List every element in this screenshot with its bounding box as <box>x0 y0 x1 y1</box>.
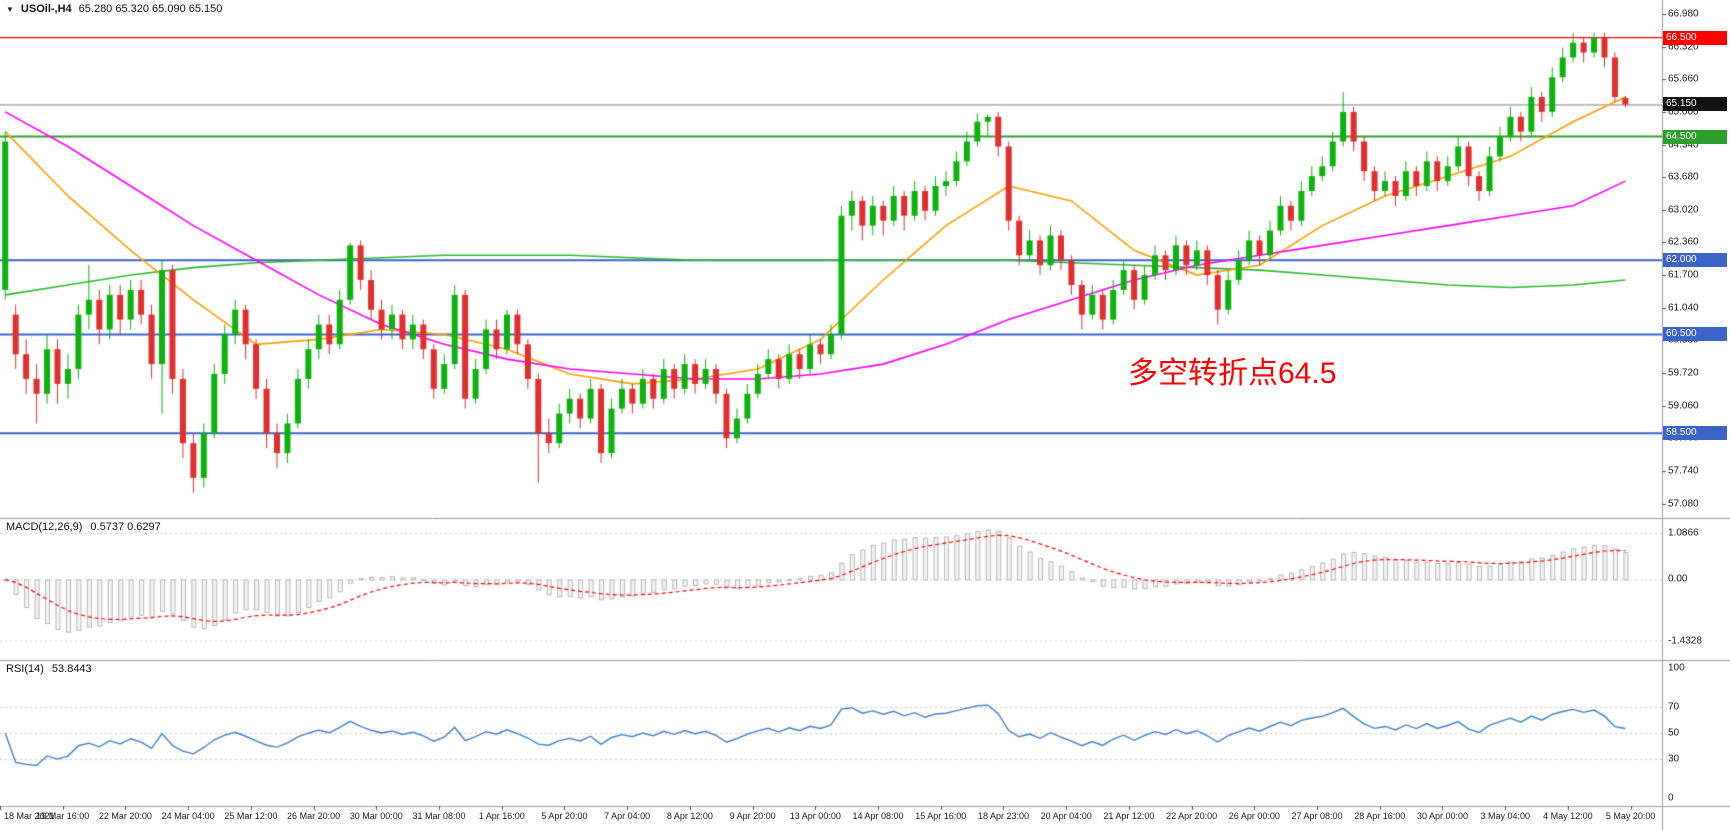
macd-axis-label: 0.00 <box>1668 573 1688 585</box>
price-axis-label: 64.340 <box>1668 139 1699 150</box>
level-price-badge[interactable]: 62.000 <box>1663 253 1727 268</box>
price-axis-label: 65.660 <box>1668 73 1699 85</box>
price-axis-label: 66.320 <box>1668 41 1699 53</box>
time-axis-label: 14 Apr 08:00 <box>852 811 904 821</box>
macd-name: MACD(12,26,9) <box>6 521 83 533</box>
level-price-badge[interactable]: 58.500 <box>1663 426 1727 441</box>
time-axis-label: 30 Mar 00:00 <box>349 811 403 821</box>
time-axis-label: 22 Apr 20:00 <box>1166 811 1218 821</box>
annotation-text[interactable]: 多空转折点64.5 <box>1128 357 1337 390</box>
time-axis-label: 26 Mar 20:00 <box>287 811 341 821</box>
time-axis-label: 13 Apr 00:00 <box>789 811 841 821</box>
time-axis-label: 30 Apr 00:00 <box>1416 811 1469 821</box>
symbol-title: USOil-,H4 <box>20 3 72 15</box>
price-axis-label: 59.060 <box>1668 400 1699 412</box>
time-axis-label: 22 Mar 20:00 <box>98 811 152 821</box>
level-price-badge[interactable]: 60.500 <box>1663 327 1727 342</box>
time-axis-label: 18 Apr 23:00 <box>977 811 1029 821</box>
time-axis-label: 5 May 20:00 <box>1605 811 1656 821</box>
time-axis-label: 1 Apr 16:00 <box>478 811 525 821</box>
rsi-name: RSI(14) <box>6 663 44 675</box>
price-axis-label: 66.980 <box>1668 8 1699 20</box>
current-price-badge: 65.150 <box>1663 97 1727 112</box>
level-price-badge[interactable]: 64.500 <box>1663 129 1727 144</box>
macd-axis-label: 1.0866 <box>1668 527 1699 539</box>
price-axis-label: 61.040 <box>1668 302 1699 314</box>
time-axis-label: 3 May 04:00 <box>1480 811 1530 821</box>
macd-values: 0.5737 0.6297 <box>90 521 161 533</box>
time-axis-label: 31 Mar 08:00 <box>412 811 466 821</box>
rsi-axis-label: 30 <box>1668 753 1680 765</box>
time-axis-label: 25 Mar 12:00 <box>224 811 278 821</box>
time-axis-label: 28 Apr 16:00 <box>1354 811 1406 821</box>
time-axis-label: 24 Mar 04:00 <box>161 811 215 821</box>
time-axis-label: 21 Apr 12:00 <box>1103 811 1155 821</box>
price-axis-label: 63.020 <box>1668 204 1699 216</box>
time-axis-label: 4 May 12:00 <box>1543 811 1593 821</box>
level-price-badge[interactable]: 66.500 <box>1663 30 1727 45</box>
price-axis-label: 59.720 <box>1668 367 1699 379</box>
rsi-indicator-label: RSI(14) 53.8443 <box>6 663 92 675</box>
time-axis-label: 27 Apr 08:00 <box>1291 811 1343 821</box>
symbol-dropdown-icon[interactable]: ▼ <box>6 4 14 14</box>
chart-header: ▼ USOil-,H4 65.280 65.320 65.090 65.150 <box>6 3 222 15</box>
rsi-axis-label: 100 <box>1668 662 1685 674</box>
time-axis-label: 5 Apr 20:00 <box>541 811 588 821</box>
price-axis-label: 57.080 <box>1668 498 1699 510</box>
macd-indicator-label: MACD(12,26,9) 0.5737 0.6297 <box>6 521 161 533</box>
time-axis-label: 19 Mar 16:00 <box>36 811 90 821</box>
rsi-axis-label: 50 <box>1668 727 1680 739</box>
time-axis-label: 26 Apr 00:00 <box>1228 811 1280 821</box>
price-axis-label: 57.740 <box>1668 465 1699 477</box>
time-axis-label: 15 Apr 16:00 <box>915 811 967 821</box>
price-axis-label: 63.680 <box>1668 171 1699 183</box>
price-axis-label: 61.700 <box>1668 269 1699 281</box>
price-axis-label: 65.000 <box>1668 106 1699 118</box>
time-axis-label: 9 Apr 20:00 <box>729 811 776 821</box>
rsi-axis-label: 0 <box>1668 792 1674 804</box>
time-axis-label: 20 Apr 04:00 <box>1040 811 1092 821</box>
price-axis-label: 62.360 <box>1668 236 1699 248</box>
ohlc-values: 65.280 65.320 65.090 65.150 <box>78 3 223 15</box>
macd-axis-label: -1.4328 <box>1668 635 1702 647</box>
time-axis-label: 18 Mar 2021 <box>4 811 55 821</box>
rsi-axis-label: 70 <box>1668 701 1680 713</box>
time-axis-label: 8 Apr 12:00 <box>666 811 713 821</box>
rsi-value: 53.8443 <box>51 663 92 675</box>
time-axis-label: 7 Apr 04:00 <box>604 811 651 821</box>
